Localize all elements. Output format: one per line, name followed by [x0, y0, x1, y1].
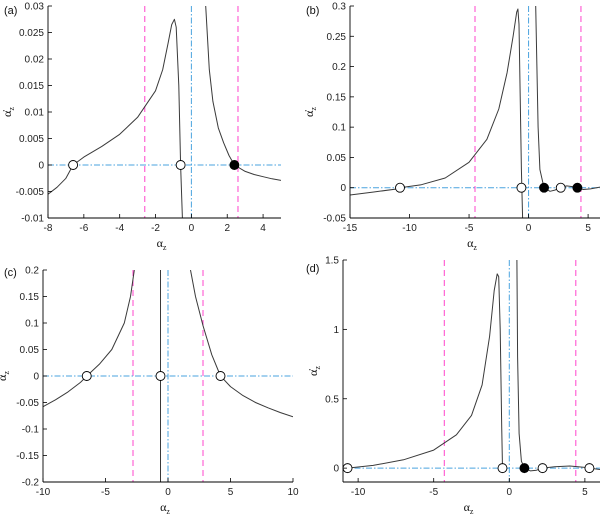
panel-c: (c) -10 -5 0 5 10 -0.2 -0.15 -0.1 -0.05 0 0.05 0.1 0.… [0, 266, 299, 515]
y-tick-label: 0.015 [19, 81, 44, 92]
x-axis-title: αz [467, 236, 477, 252]
series-line [350, 8, 524, 218]
x-tick-label: 5 [228, 487, 234, 498]
y-tick-label: -0.005 [16, 187, 45, 198]
x-tick-label: 0 [189, 223, 195, 234]
panel-label: (c) [4, 267, 17, 279]
x-tick-label: 4 [260, 223, 266, 234]
unstable-point [395, 182, 405, 193]
unstable-point [68, 160, 79, 170]
x-tick-label: -2 [151, 223, 160, 234]
y-tick-label: 0.05 [327, 153, 347, 164]
panel-label: (d) [306, 263, 319, 275]
y-tick-label: 0.1 [332, 123, 346, 134]
unstable-point [537, 463, 548, 474]
x-tick-label: -15 [343, 223, 358, 234]
series-line [48, 18, 183, 218]
x-tick-label: -5 [429, 487, 438, 498]
y-tick-label: 0.025 [19, 28, 44, 39]
panel-b: (b) -15 -10 -5 0 5 -0.05 0 0.05 0.1 0.15 0.2 0.25 0.3… [302, 2, 600, 252]
y-tick-label: 0.2 [332, 62, 346, 73]
y-tick-label: -0.15 [16, 451, 39, 462]
y-tick-label: 1.5 [325, 256, 339, 267]
x-axis-title: αz [464, 500, 474, 515]
y-tick-label: 0.01 [25, 108, 45, 119]
x-tick-label: -5 [465, 223, 474, 234]
x-tick-label: 5 [582, 487, 588, 498]
x-tick-label: 2 [224, 223, 230, 234]
panel-d: (d) -10 -5 0 5 0 0.5 1 1.5 αz α̇z [306, 256, 600, 515]
unstable-point [155, 371, 166, 381]
y-tick-label: 0.02 [25, 55, 45, 66]
x-tick-label: 5 [585, 223, 591, 234]
x-tick-label: 0 [526, 223, 532, 234]
plot-area [343, 260, 600, 482]
unstable-point [497, 463, 508, 474]
y-axis-title: α̇z [0, 107, 16, 117]
y-tick-label: 0.15 [327, 92, 347, 103]
series-line [535, 6, 600, 192]
x-tick-label: -10 [36, 487, 51, 498]
y-tick-label: 0.05 [20, 345, 40, 356]
y-tick-label: 0.15 [20, 292, 40, 303]
series-line [43, 270, 135, 408]
x-tick-label: -8 [44, 223, 53, 234]
y-tick-label: -0.2 [22, 478, 40, 489]
y-tick-label: 0 [33, 372, 39, 383]
y-tick-label: 0.2 [25, 266, 39, 277]
y-tick-label: 0.5 [325, 394, 339, 405]
y-tick-label: 0 [38, 161, 44, 172]
stable-point [519, 463, 530, 474]
plot-area [43, 270, 293, 482]
y-axis-title: α̇z [302, 107, 318, 117]
y-tick-label: 0.005 [19, 134, 44, 145]
y-tick-label: 0 [340, 183, 346, 194]
x-tick-label: 0 [165, 487, 171, 498]
y-tick-label: -0.01 [21, 214, 44, 225]
panel-label: (b) [306, 5, 319, 17]
plot-area [48, 6, 281, 218]
y-tick-label: -0.05 [323, 214, 346, 225]
y-tick-label: 0.03 [25, 2, 45, 13]
x-tick-label: 10 [287, 487, 299, 498]
unstable-point [81, 371, 92, 381]
unstable-point [516, 182, 527, 193]
y-tick-label: 0.25 [327, 32, 347, 43]
x-axis-title: αz [160, 500, 170, 515]
x-tick-label: 0 [507, 487, 513, 498]
y-tick-label: 0 [333, 464, 339, 475]
y-axis-title: α̇z [306, 366, 322, 376]
x-tick-label: -5 [101, 487, 110, 498]
y-tick-label: -0.05 [16, 398, 39, 409]
y-tick-label: 0.1 [25, 319, 39, 330]
x-tick-label: -4 [115, 223, 124, 234]
panel-a: (a) -8 -6 -4 -2 0 2 4 -0.01 -0.005 0 0.005 0.01 0.015… [0, 2, 281, 252]
y-tick-label: 1 [333, 325, 339, 336]
stable-point [572, 182, 583, 193]
stable-point [229, 160, 240, 170]
unstable-point [215, 371, 226, 381]
y-tick-label: 0.3 [332, 2, 346, 13]
series-line [205, 6, 281, 181]
y-tick-label: -0.1 [22, 425, 40, 436]
panel-label: (a) [4, 5, 17, 17]
series-line [516, 260, 600, 472]
x-tick-label: -10 [402, 223, 417, 234]
unstable-point [555, 182, 566, 193]
x-tick-label: -6 [79, 223, 88, 234]
series-line [347, 273, 503, 469]
stable-point [539, 182, 549, 193]
x-axis-title: αz [157, 236, 167, 252]
unstable-point [584, 463, 595, 474]
series-line [190, 270, 293, 418]
y-axis-title: α̇z [0, 371, 11, 381]
x-tick-label: -10 [351, 487, 366, 498]
unstable-point [175, 160, 186, 170]
